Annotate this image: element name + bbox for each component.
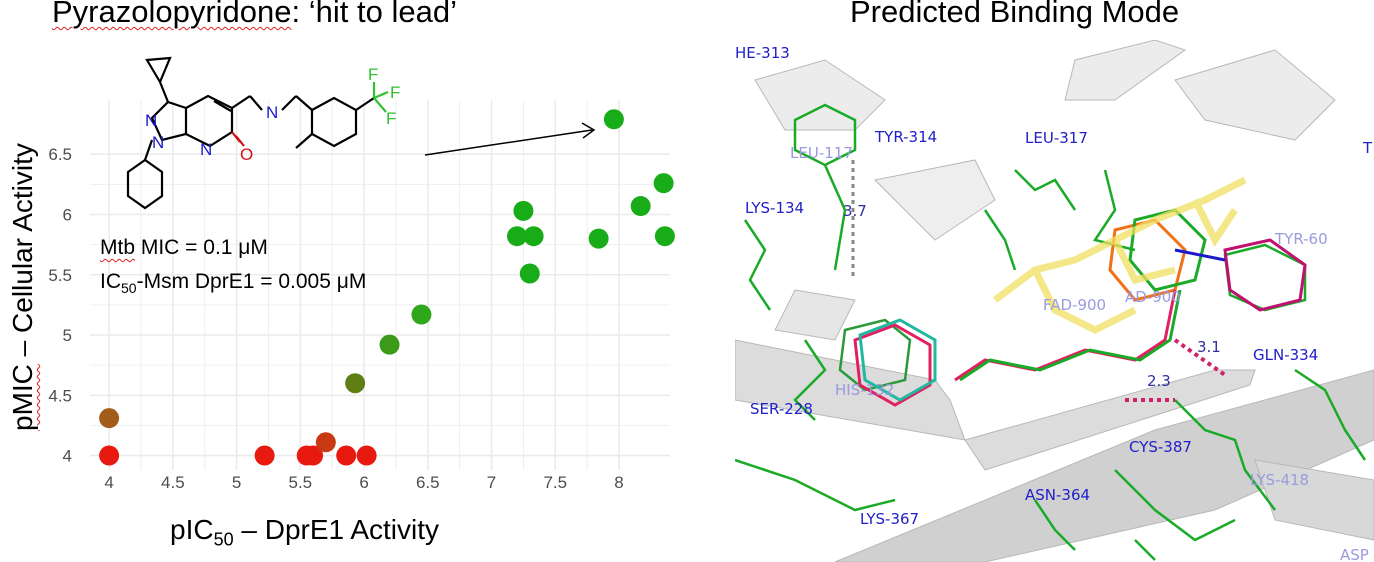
label-cys-387: CYS-387: [1129, 438, 1192, 456]
data-point: [513, 200, 534, 221]
data-point: [99, 445, 120, 466]
atom-label-n3: N: [200, 140, 212, 159]
y-tick-label: 5: [63, 326, 72, 345]
protein-rendering: HE-313 TYR-314 LEU-317 LEU-117 LYS-134 S…: [735, 40, 1374, 562]
distance-3-1: 3.1: [1197, 338, 1221, 356]
label-his-132: HIS-132: [835, 381, 894, 399]
mic-annotation: Mtb MIC = 0.1 μM: [100, 236, 268, 259]
hit-arrow: [424, 129, 593, 156]
left-panel-title: Pyrazolopyridone: ‘hit to lead’: [52, 0, 457, 30]
scatter-chart: 4 4.5 5 5.5 6 6.5 7 7.5 8 4 4.5 5 5.5 6 6.5 N N: [48, 56, 675, 492]
tick-labels: 4 4.5 5 5.5 6 6.5 7 7.5 8 4 4.5 5 5.5 6 6.5: [48, 145, 623, 492]
molecule-structure: N N N N O F F F: [126, 56, 400, 210]
x-tick-label: 5.5: [289, 473, 313, 492]
pyridone-ring: [185, 94, 234, 148]
pyrazole-ring: [150, 100, 188, 142]
label-asp: ASP: [1340, 546, 1369, 562]
y-tick-label: 6.5: [48, 145, 72, 164]
atom-label-f3: F: [386, 109, 396, 128]
atom-label-o: O: [240, 145, 253, 164]
atom-label-f1: F: [368, 65, 378, 84]
protein-ribbons: [735, 40, 1374, 562]
data-point: [653, 173, 674, 194]
data-point: [99, 408, 120, 429]
label-lys-367: LYS-367: [860, 510, 919, 528]
x-tick-label: 6: [359, 473, 368, 492]
x-axis-title: pIC50 – DprE1 Activity: [170, 514, 440, 550]
distance-2-3: 2.3: [1147, 372, 1171, 390]
residue-labels: HE-313 TYR-314 LEU-317 LEU-117 LYS-134 S…: [735, 44, 1373, 562]
data-point: [603, 109, 624, 130]
atom-label-amine-n: N: [266, 103, 278, 122]
cyclopropyl-ring: [145, 56, 172, 83]
data-point: [345, 373, 366, 394]
binding-mode-image: HE-313 TYR-314 LEU-317 LEU-117 LYS-134 S…: [735, 40, 1374, 562]
phenyl-ring: [126, 158, 164, 210]
x-tick-label: 6.5: [416, 473, 440, 492]
data-point: [654, 226, 675, 247]
arrow-head: [581, 122, 596, 139]
data-point: [630, 196, 651, 217]
ic50-annotation: IC50-Msm DprE1 = 0.005 μM: [100, 270, 367, 297]
data-point: [315, 432, 336, 453]
y-tick-label: 4: [63, 447, 72, 466]
y-axis-title: pMIC – Cellular Activity: [7, 143, 38, 431]
title-suffix: : ‘hit to lead’: [291, 0, 457, 29]
label-lys-134: LYS-134: [745, 199, 804, 217]
atom-label-n1: N: [145, 111, 157, 130]
label-asn-364: ASN-364: [1025, 486, 1090, 504]
x-tick-label: 4.5: [161, 473, 185, 492]
x-tick-label: 4: [104, 473, 113, 492]
right-panel-title: Predicted Binding Mode: [850, 0, 1180, 29]
data-point: [303, 445, 324, 466]
label-ad-900: AD-900: [1125, 288, 1181, 306]
label-lys-418: LYS-418: [1250, 471, 1309, 489]
atom-label-n2: N: [152, 133, 164, 152]
atom-label-f2: F: [390, 83, 400, 102]
label-fad-900: FAD-900: [1043, 296, 1106, 314]
data-point: [254, 445, 275, 466]
data-point: [411, 304, 432, 325]
data-point: [356, 445, 377, 466]
x-tick-label: 8: [614, 473, 623, 492]
label-phe-313: HE-313: [735, 44, 790, 62]
x-tick-label: 7: [487, 473, 496, 492]
label-tyr-60: TYR-60: [1274, 230, 1328, 248]
label-ser-228: SER-228: [750, 400, 813, 418]
label-leu-317: LEU-317: [1025, 129, 1088, 147]
benzyl-ring: [310, 96, 358, 148]
y-tick-label: 5.5: [48, 266, 72, 285]
data-point: [588, 228, 609, 249]
label-gln-334: GLN-334: [1253, 346, 1318, 364]
y-tick-label: 6: [63, 205, 72, 224]
hbond-dashes-pink: [1125, 338, 1227, 402]
y-tick-label: 4.5: [48, 386, 72, 405]
data-point: [507, 226, 528, 247]
data-point: [523, 226, 544, 247]
chart-grid: [90, 100, 670, 470]
fad-cofactor: [992, 176, 1247, 334]
data-point: [336, 445, 357, 466]
data-point: [519, 263, 540, 284]
label-t: T: [1362, 139, 1373, 157]
distance-3-7: 3.7: [843, 202, 867, 220]
title-compound-name: Pyrazolopyridone: [52, 0, 292, 29]
x-tick-label: 7.5: [543, 473, 567, 492]
label-tyr-314: TYR-314: [874, 128, 937, 146]
x-tick-label: 5: [232, 473, 241, 492]
data-point: [379, 334, 400, 355]
label-leu-117: LEU-117: [790, 144, 853, 162]
data-points: [99, 109, 675, 466]
